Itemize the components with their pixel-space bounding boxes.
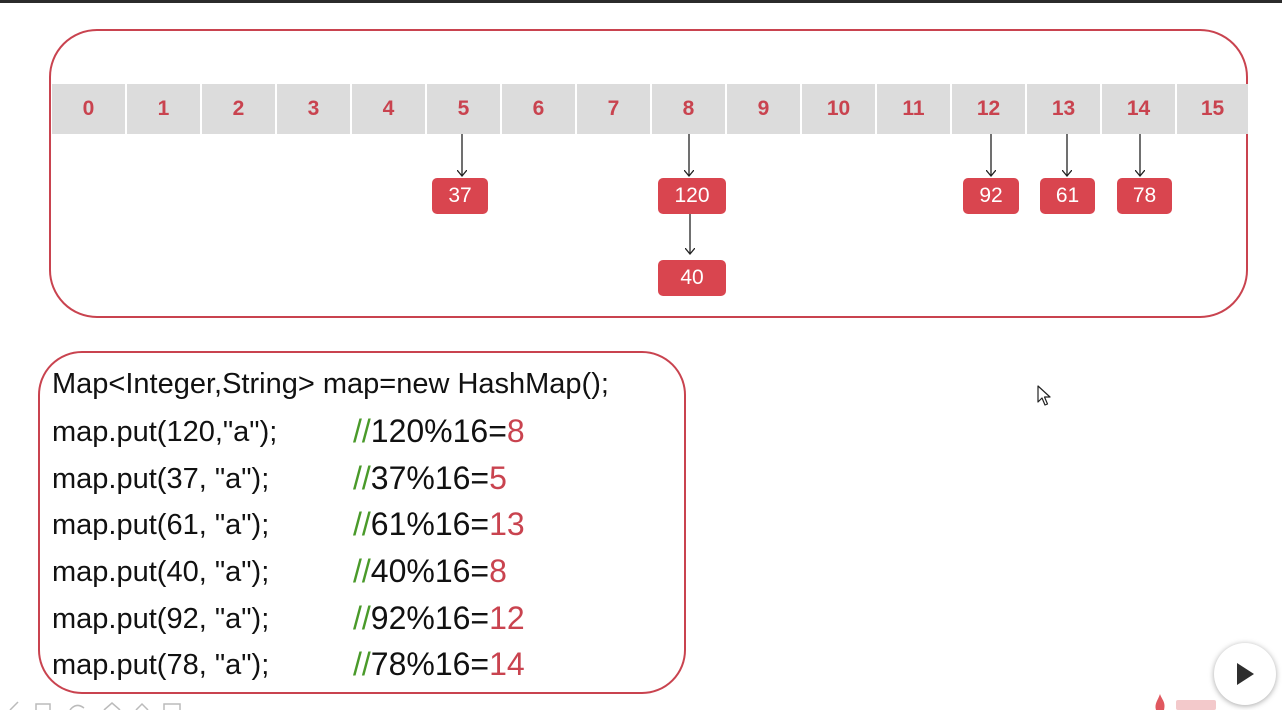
comment-result: 5: [489, 460, 507, 496]
comment-result: 8: [489, 553, 507, 589]
comment-61: //61%16=13: [353, 506, 525, 543]
code-put-37: map.put(37, "a");: [52, 463, 270, 495]
comment-expression: 78%16=: [370, 646, 490, 682]
hash-table-panel: [49, 29, 1248, 318]
bucket-14: 14: [1102, 84, 1175, 134]
entry-node-92: 92: [963, 178, 1019, 214]
comment-slashes: //: [353, 413, 371, 449]
comment-result: 12: [489, 600, 525, 636]
bucket-15: 15: [1177, 84, 1248, 134]
comment-slashes: //: [353, 506, 371, 542]
bucket-7: 7: [577, 84, 650, 134]
comment-40: //40%16=8: [353, 553, 507, 590]
entry-node-61: 61: [1040, 178, 1095, 214]
bucket-1: 1: [127, 84, 200, 134]
comment-92: //92%16=12: [353, 600, 525, 637]
comment-slashes: //: [353, 460, 371, 496]
comment-result: 8: [506, 413, 525, 449]
bucket-4: 4: [352, 84, 425, 134]
comment-expression: 37%16=: [370, 460, 490, 496]
comment-slashes: //: [353, 553, 371, 589]
bucket-8: 8: [652, 84, 725, 134]
presentation-toolbar-icons: [9, 701, 181, 710]
bucket-5: 5: [427, 84, 500, 134]
comment-78: //78%16=14: [353, 646, 525, 683]
bucket-6: 6: [502, 84, 575, 134]
comment-result: 13: [489, 506, 525, 542]
code-put-78: map.put(78, "a");: [52, 649, 270, 681]
mouse-cursor-icon: [1037, 385, 1051, 406]
code-put-40: map.put(40, "a");: [52, 556, 270, 588]
comment-120: //120%16=8: [353, 413, 525, 450]
site-logo-icon: [1155, 694, 1216, 710]
bucket-11: 11: [877, 84, 950, 134]
code-declaration: Map<Integer,String> map=new HashMap();: [52, 368, 609, 400]
bucket-3: 3: [277, 84, 350, 134]
comment-slashes: //: [353, 646, 371, 682]
code-put-61: map.put(61, "a");: [52, 509, 270, 541]
bucket-2: 2: [202, 84, 275, 134]
comment-37: //37%16=5: [353, 460, 507, 497]
entry-node-37: 37: [432, 178, 488, 214]
code-put-120: map.put(120,"a");: [52, 416, 278, 448]
play-button[interactable]: [1214, 643, 1276, 705]
bucket-10: 10: [802, 84, 875, 134]
comment-expression: 61%16=: [370, 506, 490, 542]
comment-expression: 120%16=: [370, 413, 507, 449]
comment-expression: 92%16=: [370, 600, 490, 636]
entry-node-120: 120: [658, 178, 726, 214]
comment-expression: 40%16=: [370, 553, 490, 589]
comment-slashes: //: [353, 600, 371, 636]
play-icon: [1237, 663, 1254, 685]
entry-node-40: 40: [658, 260, 726, 296]
bucket-array: 0 1 2 3 4 5 6 7 8 9 10 11 12 13 14 15: [52, 84, 1248, 134]
bucket-13: 13: [1027, 84, 1100, 134]
bucket-9: 9: [727, 84, 800, 134]
code-put-92: map.put(92, "a");: [52, 603, 270, 635]
bucket-0: 0: [52, 84, 125, 134]
bucket-12: 12: [952, 84, 1025, 134]
code-panel: [38, 351, 686, 694]
comment-result: 14: [489, 646, 525, 682]
window-top-border: [0, 0, 1282, 3]
entry-node-78: 78: [1117, 178, 1172, 214]
